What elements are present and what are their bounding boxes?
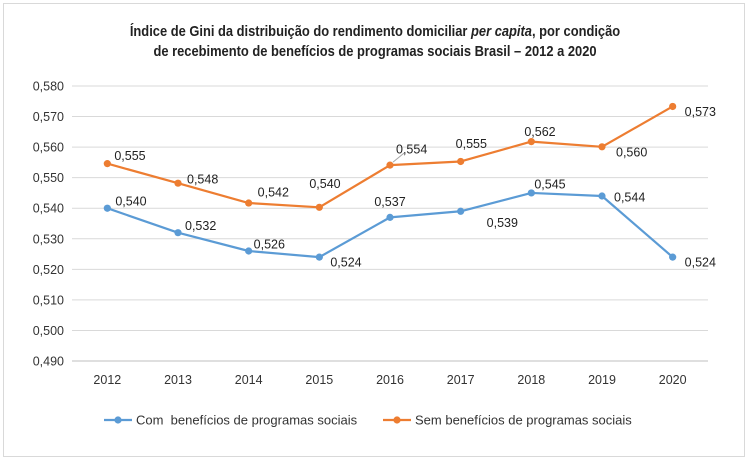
data-label: 0,555 [456, 137, 487, 151]
data-point [245, 199, 253, 207]
data-point [174, 229, 182, 237]
x-tick-label: 2014 [235, 373, 263, 387]
data-label: 0,545 [534, 177, 565, 191]
legend-marker [114, 416, 122, 424]
legend-label: Com benefícios de programas sociais [136, 413, 358, 428]
legend: Com benefícios de programas sociais Sem b… [104, 413, 632, 428]
legend-label: Sem benefícios de programas sociais [415, 413, 632, 428]
data-point [386, 161, 394, 169]
series-line [107, 105, 674, 209]
gridlines [72, 85, 708, 362]
x-tick-label: 2020 [659, 373, 687, 387]
x-tick-label: 2016 [376, 373, 404, 387]
data-point [669, 102, 677, 111]
y-tick-label: 0,550 [33, 171, 64, 185]
x-tick-label: 2013 [164, 373, 192, 387]
data-label: 0,555 [114, 149, 145, 163]
data-label: 0,526 [254, 238, 285, 252]
data-point [103, 204, 111, 212]
data-label: 0,542 [258, 186, 289, 200]
data-point [527, 138, 535, 146]
chart-title: Índice de Gini da distribuição do rendim… [53, 22, 698, 62]
x-tick-label: 2018 [517, 373, 545, 387]
x-tick-label: 2017 [447, 373, 475, 387]
data-label: 0,540 [115, 195, 146, 209]
label-leader-line [392, 152, 405, 163]
data-point [527, 189, 535, 197]
series-points [103, 102, 677, 261]
data-point [457, 207, 465, 215]
y-tick-label: 0,560 [33, 141, 64, 155]
data-point [386, 213, 394, 221]
data-label: 0,524 [685, 256, 716, 270]
x-tick-label: 2015 [305, 373, 333, 387]
data-point [598, 143, 606, 151]
y-tick-label: 0,490 [33, 355, 64, 369]
data-point [315, 203, 323, 211]
data-point [669, 253, 677, 261]
legend-marker [393, 416, 401, 424]
y-tick-label: 0,500 [33, 324, 64, 338]
x-tick-label: 2019 [588, 373, 616, 387]
data-label: 0,560 [616, 145, 647, 159]
y-tick-label: 0,540 [33, 202, 64, 216]
data-label: 0,562 [524, 125, 555, 139]
data-point [315, 253, 323, 261]
data-point [103, 160, 111, 168]
data-label: 0,524 [330, 256, 361, 270]
chart-title-line1: Índice de Gini da distribuição do rendim… [53, 22, 698, 42]
title-italic: per capita [471, 23, 532, 40]
data-label: 0,532 [185, 219, 216, 233]
data-point [245, 247, 253, 255]
data-label: 0,544 [614, 191, 645, 205]
x-axis-ticks: 2012 2013 2014 2015 2016 2017 2018 2019 2020 [93, 373, 686, 387]
y-axis-ticks: 0,490 0,500 0,510 0,520 0,530 0,540 0,550 0,560… [33, 80, 64, 369]
data-point [598, 192, 606, 200]
x-tick-label: 2012 [93, 373, 121, 387]
data-label: 0,540 [309, 177, 340, 191]
data-label: 0,548 [187, 173, 218, 187]
data-label: 0,554 [396, 143, 427, 157]
data-point [174, 179, 182, 187]
y-tick-label: 0,520 [33, 263, 64, 277]
title-text-2: , por condição [531, 23, 621, 40]
chart-frame [3, 3, 745, 457]
data-label: 0,573 [685, 105, 716, 119]
y-tick-label: 0,510 [33, 293, 64, 307]
y-tick-label: 0,570 [33, 110, 64, 124]
chart-title-line2: de recebimento de benefícios de programa… [153, 43, 597, 60]
data-labels: 0,540 0,532 0,526 0,524 0,537 0,539 0,545 0,544… [114, 105, 716, 270]
y-tick-label: 0,580 [33, 80, 64, 94]
data-label: 0,537 [374, 195, 405, 209]
y-tick-label: 0,530 [33, 232, 64, 246]
title-text-1: Índice de Gini da distribuição do rendim… [129, 23, 472, 40]
data-point [457, 157, 465, 166]
data-label: 0,539 [487, 216, 518, 230]
